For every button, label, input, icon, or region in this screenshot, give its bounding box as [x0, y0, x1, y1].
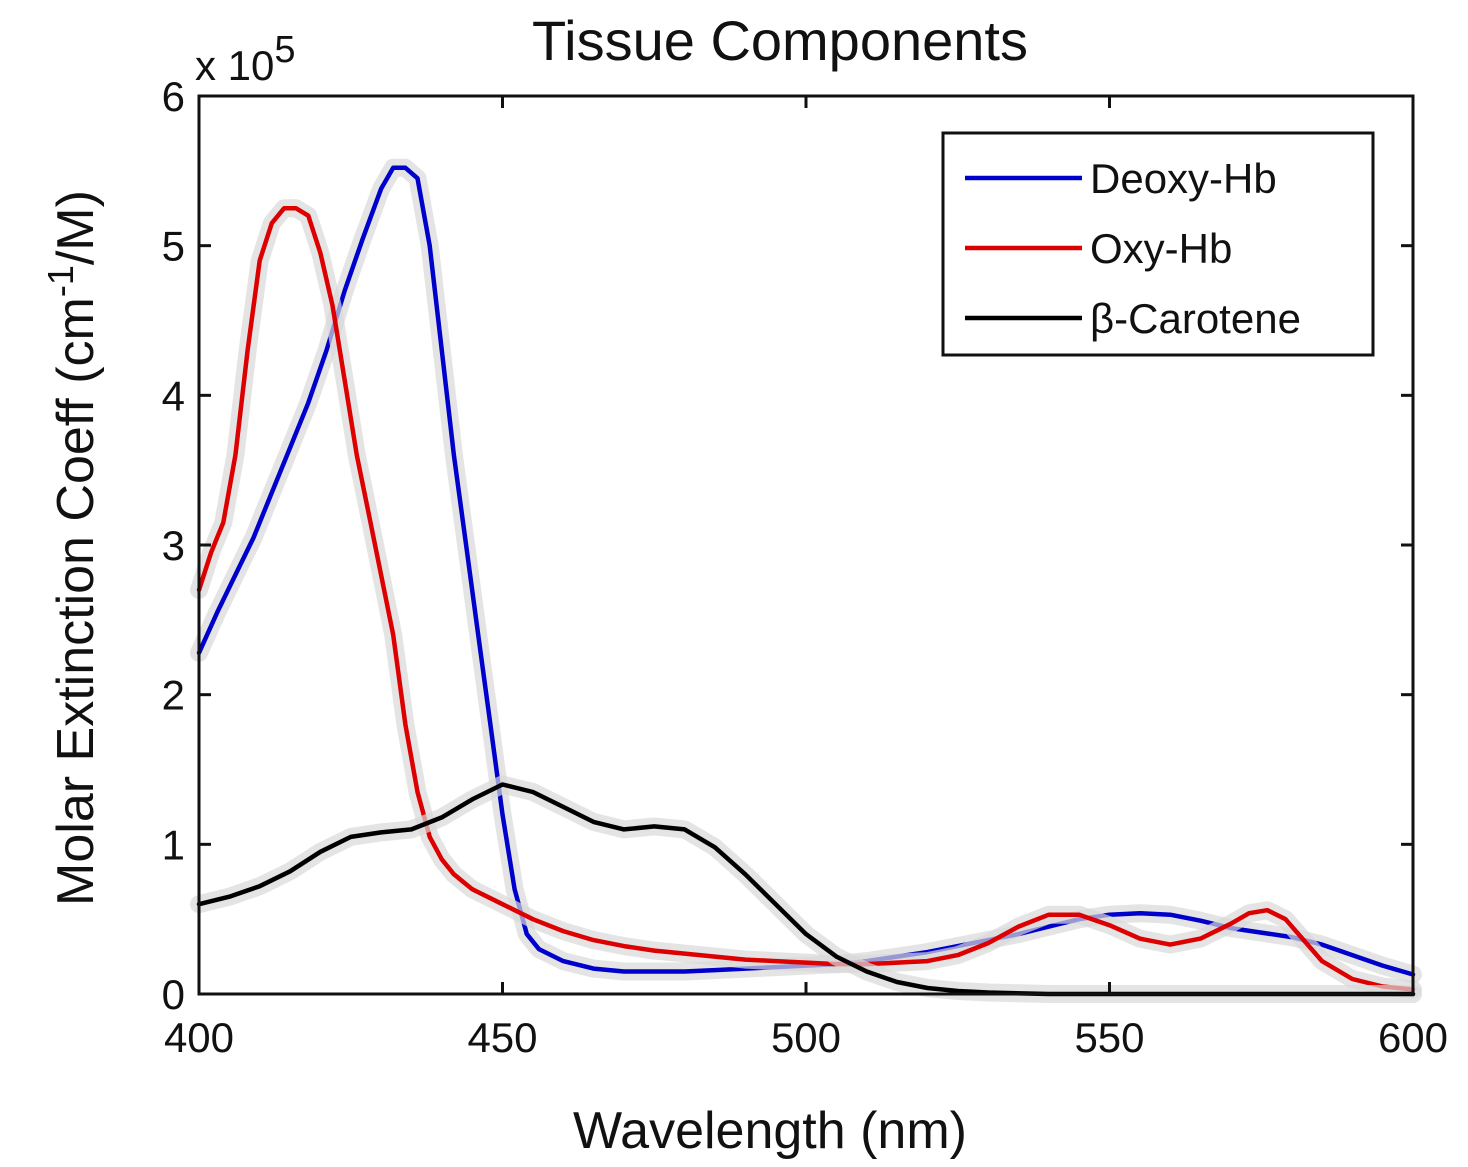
y-tick-label: 5 [162, 223, 185, 270]
series-line-carotene [196, 782, 1416, 997]
chart-title: Tissue Components [532, 9, 1028, 72]
y-tick-label: 0 [162, 971, 185, 1018]
y-axis-label-main: Molar Extinction Coeff (cm [47, 297, 105, 906]
y-multiplier-base: x 10 [195, 42, 274, 89]
legend-label-oxy-hb: Oxy-Hb [1090, 225, 1232, 272]
x-axis-label: Wavelength (nm) [573, 1102, 967, 1160]
y-multiplier: x 105 [195, 29, 296, 89]
x-tick-label: 450 [467, 1014, 537, 1061]
y-tick-labels: 0 1 2 3 4 5 6 [162, 73, 185, 1018]
x-tick-label: 600 [1378, 1014, 1448, 1061]
legend: Deoxy-Hb Oxy-Hb β-Carotene [941, 131, 1375, 357]
y-axis-label-sup: -1 [40, 265, 81, 297]
x-tick-label: 500 [771, 1014, 841, 1061]
x-tick-labels: 400 450 500 550 600 [164, 1014, 1448, 1061]
y-axis-label-tail: /M) [47, 190, 105, 265]
series-line-deoxy-hb [196, 165, 1416, 977]
y-tick-label: 2 [162, 672, 185, 719]
plot-frame [197, 94, 1415, 996]
series-line-oxy-hb [196, 206, 1416, 992]
legend-label-carotene: β-Carotene [1090, 295, 1301, 342]
y-tick-label: 6 [162, 73, 185, 120]
legend-entries: Deoxy-Hb Oxy-Hb β-Carotene [965, 155, 1301, 342]
legend-label-deoxy-hb: Deoxy-Hb [1090, 155, 1277, 202]
y-tick-label: 4 [162, 372, 185, 419]
x-tick-label: 400 [164, 1014, 234, 1061]
y-axis-label: Molar Extinction Coeff (cm-1/M) [40, 190, 105, 906]
x-tick-label: 550 [1074, 1014, 1144, 1061]
y-tick-label: 1 [162, 821, 185, 868]
legend-box [941, 131, 1375, 357]
y-tick-label: 3 [162, 522, 185, 569]
series-layer [190, 158, 1422, 1003]
y-multiplier-exponent: 5 [274, 29, 295, 71]
